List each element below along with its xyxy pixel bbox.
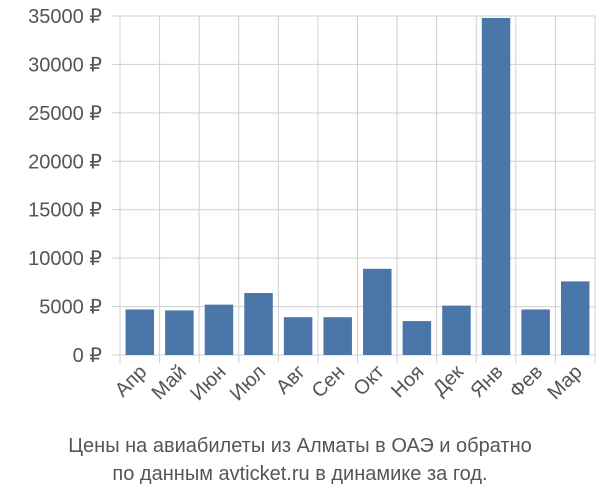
x-tick-label: Сен <box>308 361 349 402</box>
bar-1 <box>125 309 155 355</box>
y-tick-label: 20000 ₽ <box>28 151 102 173</box>
price-bar-chart: 0 ₽ 5000 ₽ 10000 ₽ 15000 ₽ 20000 ₽ 25000 ₽ 300… <box>28 6 596 405</box>
x-tick-label: Авг <box>272 361 310 399</box>
y-tick-label: 25000 ₽ <box>28 103 102 125</box>
bar-8 <box>402 321 432 355</box>
bar-4 <box>244 293 273 355</box>
x-tick-label: Май <box>148 361 191 404</box>
y-tick-label: 30000 ₽ <box>28 54 102 76</box>
x-tick-label: Апр <box>111 361 152 402</box>
x-tick-label: Фев <box>505 361 547 403</box>
y-tick-label: 5000 ₽ <box>39 297 102 319</box>
bar-11 <box>521 309 550 355</box>
caption-line-1: Цены на авиабилеты из Алматы в ОАЭ и обр… <box>68 435 532 457</box>
y-tick-label: 0 ₽ <box>73 345 103 367</box>
x-tick-label: Мар <box>544 361 587 404</box>
grid-lines <box>112 15 596 363</box>
bar-10 <box>481 17 511 356</box>
x-tick-label: Дек <box>429 361 468 400</box>
x-tick-label: Июл <box>226 361 270 405</box>
x-tick-label: Ноя <box>387 361 428 402</box>
bars <box>125 17 590 356</box>
bar-9 <box>442 305 471 355</box>
bar-7 <box>363 268 392 355</box>
bar-2 <box>165 310 194 355</box>
caption-line-2: по данным avticket.ru в динамике за год. <box>112 463 488 485</box>
y-tick-label: 15000 ₽ <box>28 200 102 222</box>
bar-12 <box>560 281 590 355</box>
y-tick-label: 35000 ₽ <box>28 6 102 28</box>
x-tick-label: Июн <box>186 361 230 405</box>
y-tick-label: 10000 ₽ <box>28 248 102 270</box>
y-axis: 0 ₽ 5000 ₽ 10000 ₽ 15000 ₽ 20000 ₽ 25000 ₽ 300… <box>28 6 102 367</box>
bar-3 <box>204 304 234 355</box>
chart-caption: Цены на авиабилеты из Алматы в ОАЭ и обр… <box>0 432 600 488</box>
x-tick-label: Янв <box>466 361 507 402</box>
x-tick-label: Окт <box>349 361 388 400</box>
bar-6 <box>323 317 352 355</box>
bar-5 <box>283 317 313 355</box>
